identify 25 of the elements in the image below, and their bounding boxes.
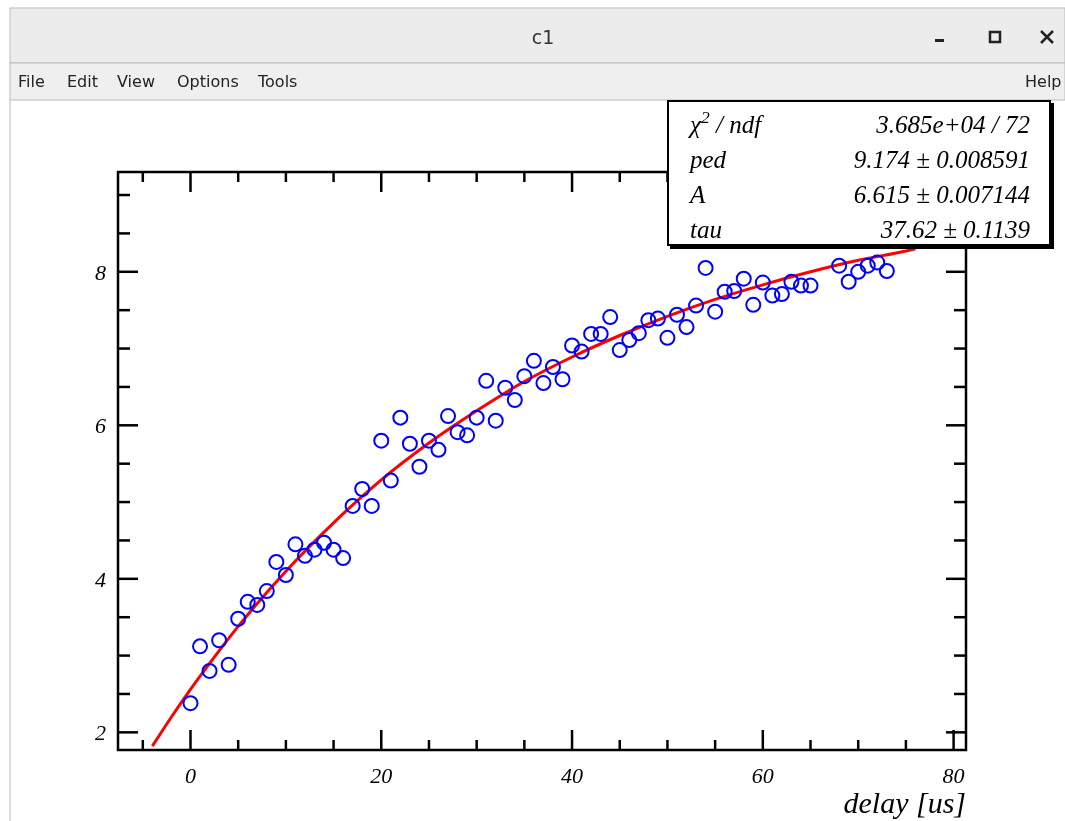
y-tick-label: 8: [95, 259, 106, 285]
x-tick-label: 0: [184, 763, 196, 788]
x-tick-label: 80: [942, 763, 965, 788]
annotation: 37.62 ± 0.1139: [879, 216, 1031, 243]
text: File: [18, 72, 45, 91]
text: Help: [1025, 72, 1062, 91]
annotation: ped: [688, 146, 727, 173]
annotation: tau: [690, 216, 722, 243]
text: 3.685e+04 / 72: [875, 111, 1030, 138]
x-axis-title: delay [us]: [843, 786, 966, 819]
y-tick-label: 2: [95, 720, 106, 746]
annotation: A: [688, 181, 706, 208]
text: χ$^{2}$ / ndf: [688, 107, 765, 138]
text: View: [117, 72, 155, 91]
annotation: 9.174 ± 0.008591: [853, 146, 1030, 173]
x-tick-label: 40: [561, 763, 584, 788]
text: Tools: [257, 72, 298, 91]
y-tick-label: 6: [95, 413, 106, 439]
annotation: 6.615 ± 0.007144: [853, 181, 1030, 208]
x-tick-label: 60: [751, 763, 774, 788]
text: Options: [177, 72, 239, 91]
text: Edit: [67, 72, 98, 91]
y-tick-label: 4: [95, 566, 106, 592]
chart-title: c1: [531, 26, 555, 48]
x-tick-label: 20: [370, 763, 393, 788]
